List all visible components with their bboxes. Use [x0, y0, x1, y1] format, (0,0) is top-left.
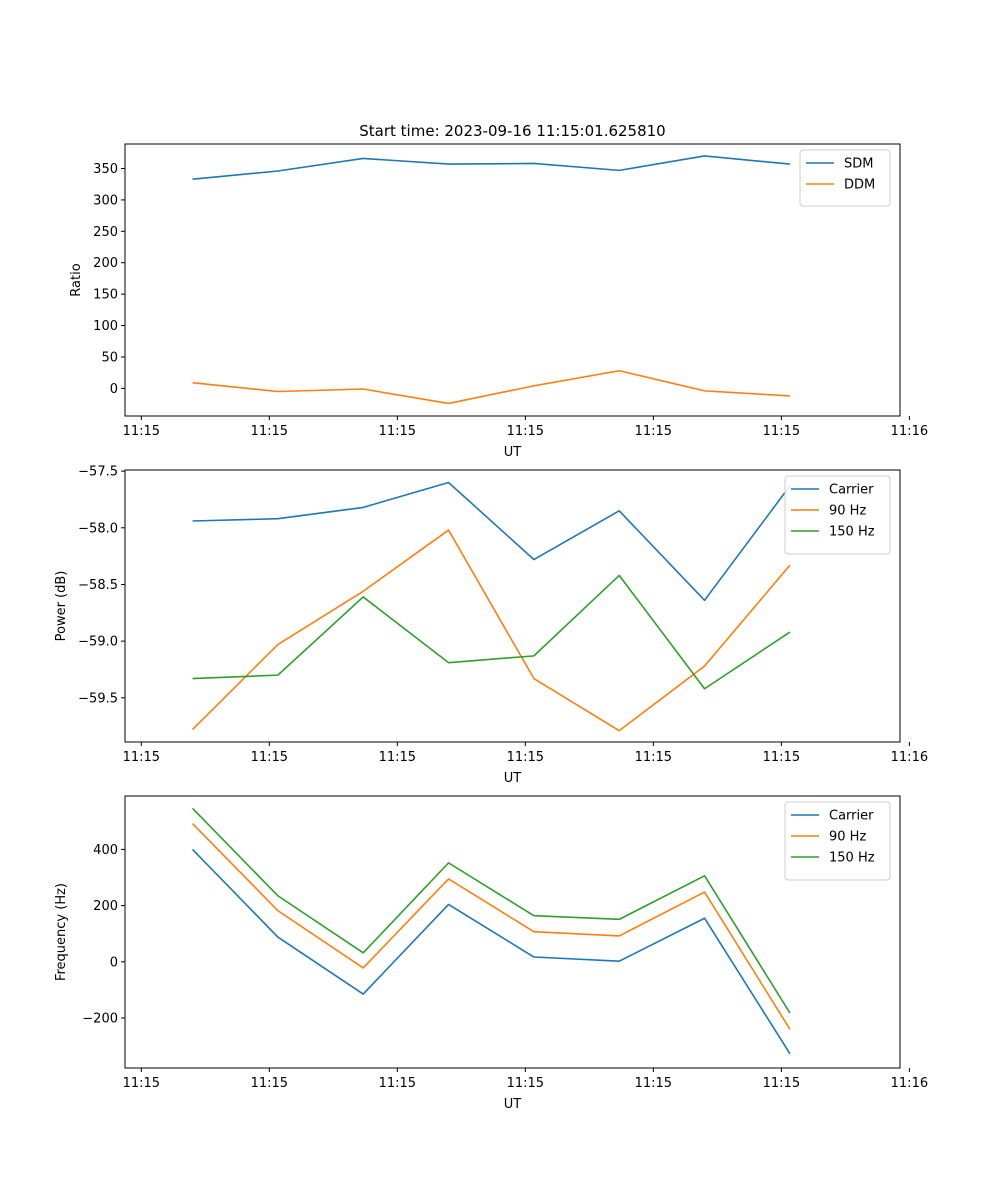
x-tick-label: 11:15 — [763, 1076, 800, 1091]
y-tick-label: 0 — [110, 382, 118, 397]
ratio-panel: 11:15 11:15 11:15 11:15 11:15 11:15 11:16 0 50 10… — [69, 143, 928, 460]
x-tick-label: 11:16 — [891, 424, 928, 439]
x-tick-label: 11:15 — [251, 1076, 288, 1091]
series-line-150-hz — [192, 574, 791, 690]
y-tick-label: −59.0 — [78, 635, 118, 650]
legend-label: 90 Hz — [829, 504, 866, 519]
x-tick-label: 11:15 — [635, 750, 672, 765]
y-axis-label: Ratio — [69, 263, 84, 296]
series-line-carrier — [192, 481, 791, 602]
legend-label: 150 Hz — [829, 525, 875, 540]
series-line-carrier — [191, 848, 791, 1055]
x-tick-label: 11:16 — [891, 750, 928, 765]
axes-frame — [124, 143, 901, 417]
x-tick-label: 11:15 — [763, 424, 800, 439]
x-tick-label: 11:15 — [251, 424, 288, 439]
x-tick-label: 11:15 — [507, 424, 544, 439]
series-line-ddm — [192, 369, 790, 405]
x-tick-label: 11:15 — [123, 424, 160, 439]
legend-box — [799, 149, 891, 207]
x-tick-label: 11:15 — [379, 750, 416, 765]
y-tick-label: 350 — [93, 162, 118, 177]
legend-label: Carrier — [829, 809, 874, 824]
legend-label: 150 Hz — [829, 851, 875, 866]
y-tick-label: −59.5 — [78, 691, 118, 706]
y-axis-label: Frequency (Hz) — [54, 883, 69, 981]
y-tick-label: 250 — [93, 225, 118, 240]
frequency-panel: 11:15 11:15 11:15 11:15 11:15 11:15 11:16 −200 0… — [54, 795, 928, 1112]
y-tick-label: 400 — [93, 843, 118, 858]
x-tick-label: 11:15 — [123, 750, 160, 765]
y-tick-label: −58.0 — [78, 521, 118, 536]
y-tick-label: 100 — [93, 319, 118, 334]
x-tick-label: 11:15 — [379, 1076, 416, 1091]
axes-frame — [124, 469, 901, 743]
y-tick-label: −58.5 — [78, 578, 118, 593]
legend-label: SDM — [844, 157, 873, 172]
legend-label: Carrier — [829, 483, 874, 498]
y-tick-label: −57.5 — [78, 465, 118, 480]
power-panel: 11:15 11:15 11:15 11:15 11:15 11:15 11:16 −59.5… — [54, 465, 928, 786]
x-tick-label: 11:15 — [251, 750, 288, 765]
x-tick-label: 11:15 — [507, 1076, 544, 1091]
y-tick-label: 200 — [93, 256, 118, 271]
series-line-sdm — [192, 155, 790, 180]
series-line-90-hz — [191, 822, 791, 1030]
legend-label: 90 Hz — [829, 830, 866, 845]
x-axis-label: UT — [504, 445, 522, 460]
x-tick-label: 11:15 — [379, 424, 416, 439]
x-tick-label: 11:15 — [635, 1076, 672, 1091]
series-line-150-hz — [191, 807, 791, 1014]
x-axis-label: UT — [504, 1097, 522, 1112]
x-tick-label: 11:15 — [123, 1076, 160, 1091]
x-tick-label: 11:16 — [891, 1076, 928, 1091]
legend-box — [784, 801, 891, 881]
y-axis-label: Power (dB) — [54, 571, 69, 642]
legend-box — [784, 475, 891, 555]
y-tick-label: 200 — [93, 899, 118, 914]
figure-title: Start time: 2023-09-16 11:15:01.625810 — [359, 122, 665, 140]
y-tick-label: 0 — [110, 955, 118, 970]
legend-label: DDM — [844, 178, 875, 193]
y-tick-label: 50 — [101, 350, 118, 365]
x-tick-label: 11:15 — [507, 750, 544, 765]
axes-frame — [124, 795, 901, 1069]
y-tick-label: 300 — [93, 193, 118, 208]
series-line-90-hz — [191, 529, 791, 732]
y-tick-label: 150 — [93, 288, 118, 303]
x-tick-label: 11:15 — [635, 424, 672, 439]
x-tick-label: 11:15 — [763, 750, 800, 765]
y-tick-label: −200 — [82, 1011, 118, 1026]
x-axis-label: UT — [504, 771, 522, 786]
